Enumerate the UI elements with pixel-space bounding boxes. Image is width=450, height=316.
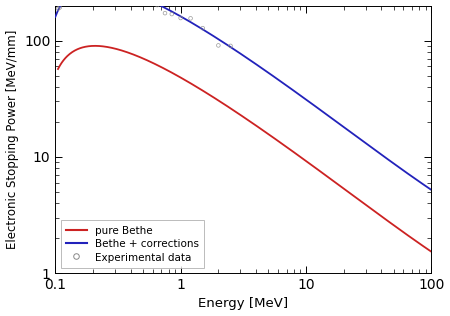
pure Bethe	[305, 161, 310, 164]
pure Bethe	[122, 50, 127, 53]
pure Bethe	[55, 67, 61, 71]
Experimental data	[153, 3, 161, 8]
Experimental data	[199, 26, 206, 31]
X-axis label: Energy [MeV]: Energy [MeV]	[198, 297, 288, 310]
Experimental data	[162, 11, 169, 16]
Experimental data	[135, 0, 142, 3]
Experimental data	[227, 43, 234, 48]
Bethe + corrections	[275, 77, 280, 81]
Bethe + corrections	[150, 0, 155, 4]
Bethe + corrections	[336, 122, 342, 125]
Experimental data	[150, 0, 157, 5]
Bethe + corrections	[223, 42, 229, 46]
Experimental data	[146, 0, 153, 2]
pure Bethe	[152, 62, 158, 66]
Experimental data	[215, 43, 222, 48]
pure Bethe	[337, 184, 342, 187]
Line: pure Bethe: pure Bethe	[58, 46, 431, 252]
Experimental data	[63, 0, 70, 1]
Bethe + corrections	[53, 15, 58, 19]
Line: Bethe + corrections: Bethe + corrections	[55, 0, 431, 190]
pure Bethe	[225, 105, 230, 108]
Experimental data	[187, 16, 194, 21]
Bethe + corrections	[304, 98, 310, 102]
Experimental data	[54, 6, 62, 11]
pure Bethe	[276, 139, 281, 143]
pure Bethe	[428, 250, 434, 253]
Experimental data	[56, 5, 63, 10]
Bethe + corrections	[428, 188, 434, 192]
Experimental data	[131, 0, 138, 3]
Y-axis label: Electronic Stopping Power [MeV/mm]: Electronic Stopping Power [MeV/mm]	[5, 30, 18, 249]
Experimental data	[61, 0, 68, 3]
Experimental data	[168, 11, 176, 16]
Experimental data	[58, 0, 65, 4]
pure Bethe	[92, 44, 98, 48]
Legend: pure Bethe, Bethe + corrections, Experimental data: pure Bethe, Bethe + corrections, Experim…	[61, 221, 204, 268]
Experimental data	[177, 15, 184, 21]
